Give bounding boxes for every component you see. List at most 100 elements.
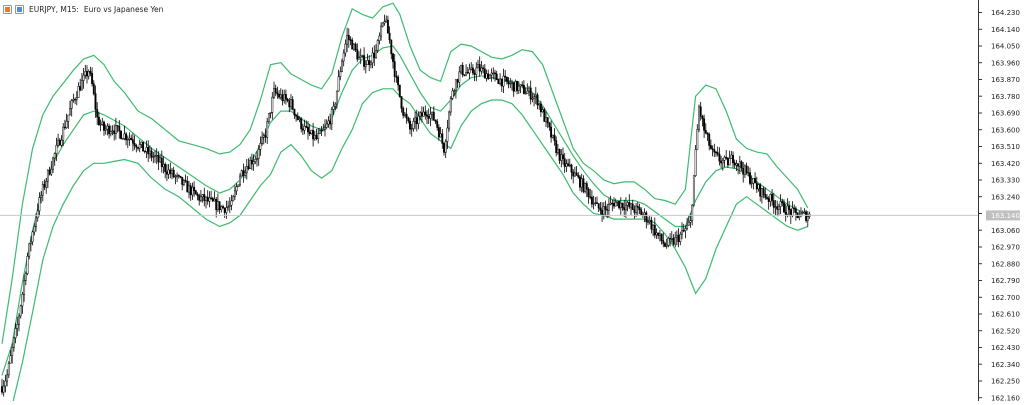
candle-body	[604, 206, 607, 210]
candle	[733, 159, 736, 169]
candle	[262, 132, 265, 145]
candle-body	[18, 315, 20, 325]
candle	[579, 175, 581, 192]
candle-body	[400, 96, 403, 109]
candle-body	[674, 236, 677, 245]
candle-body	[254, 159, 257, 162]
candle-body	[14, 328, 17, 339]
candle-body	[147, 147, 150, 155]
candle-body	[742, 167, 745, 175]
candle-body	[548, 122, 551, 128]
candle	[101, 117, 104, 126]
candle	[716, 146, 719, 157]
candle-body	[762, 188, 765, 195]
candle-body	[264, 135, 267, 138]
candle-body	[155, 154, 158, 157]
candle	[191, 182, 194, 200]
candle	[429, 107, 432, 127]
candle	[679, 231, 682, 246]
candle	[116, 125, 119, 133]
candle-body	[1, 386, 3, 393]
candle	[369, 60, 372, 69]
candle	[521, 81, 524, 89]
candle-body	[148, 150, 151, 155]
candle	[786, 198, 789, 218]
candle	[677, 228, 680, 248]
candle	[453, 88, 456, 97]
candle	[426, 110, 428, 125]
candle-body	[536, 94, 539, 106]
candle	[325, 119, 328, 130]
candle	[332, 101, 335, 115]
candle	[419, 111, 422, 121]
candle-body	[38, 197, 41, 212]
candle	[40, 191, 43, 204]
price-tick-label: 162.340	[991, 361, 1020, 369]
candle-body	[245, 166, 248, 174]
indicator-window-icon[interactable]	[15, 4, 24, 14]
candle	[686, 217, 689, 231]
candle-body	[500, 78, 503, 87]
candle-body	[737, 163, 740, 167]
candle-body	[531, 97, 534, 100]
candle	[575, 166, 578, 176]
candle-body	[524, 93, 527, 95]
candle	[448, 110, 451, 132]
candle-body	[618, 200, 621, 209]
candle-body	[801, 211, 804, 214]
candle	[594, 197, 597, 207]
candle	[723, 155, 726, 168]
candle-body	[169, 169, 172, 174]
candle	[380, 22, 383, 41]
candle-body	[199, 196, 202, 201]
price-tick-label: 163.960	[991, 59, 1020, 67]
candle	[715, 150, 717, 157]
candle-body	[325, 123, 328, 128]
candle	[312, 123, 315, 147]
chart-window-icon[interactable]	[3, 4, 12, 14]
candle-body	[63, 126, 66, 129]
candle	[160, 150, 163, 173]
candle	[290, 94, 292, 111]
candle	[92, 80, 95, 96]
candle-body	[402, 108, 405, 116]
candle	[196, 192, 199, 201]
price-tick-label: 162.430	[991, 344, 1020, 352]
candle	[240, 169, 243, 177]
candle	[485, 69, 488, 82]
candle	[210, 190, 213, 200]
candle	[698, 104, 700, 133]
candle-body	[645, 212, 648, 223]
candle	[223, 207, 226, 218]
candle	[533, 93, 536, 107]
candle	[633, 205, 636, 219]
candle-body	[806, 216, 809, 221]
candle-body	[422, 111, 425, 117]
candle-body	[395, 76, 398, 78]
candle	[21, 291, 24, 314]
candle	[805, 209, 808, 223]
candle-body	[573, 172, 576, 177]
candle	[755, 176, 758, 193]
candle	[165, 164, 168, 182]
candle-body	[703, 118, 706, 131]
candle	[205, 196, 207, 209]
bollinger-upper-band	[1, 2, 809, 344]
candle	[653, 217, 656, 239]
candle-body	[70, 100, 73, 109]
candle-body	[250, 159, 253, 165]
price-axis[interactable]: 164.230 164.140 164.050 163.960 163.870 163.7…	[978, 0, 1020, 402]
candle	[665, 238, 668, 249]
candle-body	[752, 178, 755, 184]
price-tick-label: 163.060	[991, 227, 1020, 235]
candle-body	[388, 32, 391, 41]
candle-body	[172, 169, 175, 177]
candle-body	[774, 206, 777, 208]
candle	[774, 200, 777, 216]
candle	[415, 109, 418, 132]
candle-body	[335, 90, 338, 105]
candle-body	[189, 185, 192, 196]
candle-body	[339, 71, 342, 77]
